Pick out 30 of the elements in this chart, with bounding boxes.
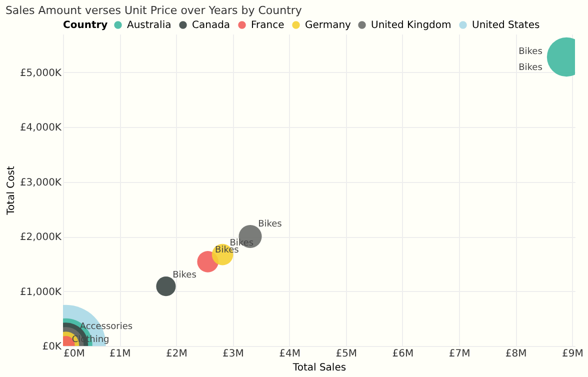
y-tick-label: £1,000K	[20, 286, 62, 298]
x-tick-label: £9M	[562, 348, 584, 360]
x-tick-label: £7M	[448, 348, 470, 360]
y-tick-label: £0K	[42, 342, 62, 352]
x-tick-label: £4M	[279, 348, 300, 360]
legend-label: Germany	[305, 20, 352, 31]
annotation: Bikes	[258, 220, 282, 230]
x-tick-label: £2M	[166, 348, 188, 360]
y-tick-label: £2,000K	[20, 232, 62, 244]
y-axis-title: Total Cost	[6, 166, 17, 216]
annotation: Bikes	[172, 270, 197, 281]
legend-label: United Kingdom	[371, 20, 452, 31]
annotation: Bikes	[518, 62, 543, 73]
x-tick-label: £6M	[392, 348, 414, 360]
x-tick-label: £1M	[109, 348, 131, 360]
y-tick-label: £5,000K	[20, 68, 62, 79]
legend-label: United States	[472, 20, 540, 31]
x-tick-label: £8M	[505, 348, 527, 360]
x-tick-label: £0M	[64, 348, 85, 360]
x-tick-label: £5M	[336, 348, 358, 360]
annotation: Bikes	[518, 46, 543, 57]
legend-label: France	[251, 20, 284, 31]
x-tick-label: £3M	[222, 348, 244, 360]
y-tick-label: £3,000K	[20, 177, 62, 188]
legend-label: Canada	[192, 20, 230, 31]
y-tick-label: £4,000K	[20, 122, 62, 134]
x-axis-title: Total Sales	[292, 362, 346, 374]
legend-label: Australia	[127, 20, 172, 31]
chart-title: Sales Amount verses Unit Price over Years by Country	[5, 4, 302, 17]
legend-title: Country	[63, 20, 108, 31]
